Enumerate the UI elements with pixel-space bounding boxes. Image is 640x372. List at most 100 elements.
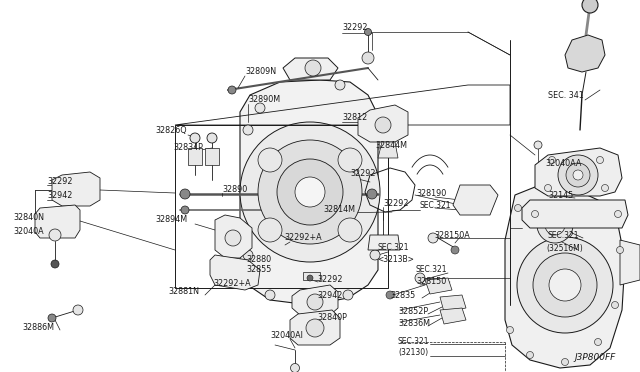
Text: 32840P: 32840P [317,314,347,323]
Circle shape [240,122,380,262]
Circle shape [258,140,362,244]
Circle shape [307,294,323,310]
Circle shape [517,237,613,333]
Circle shape [338,148,362,172]
Circle shape [582,0,598,13]
Circle shape [534,141,542,149]
Text: 32040AI: 32040AI [270,330,303,340]
Circle shape [375,117,391,133]
Text: 32942: 32942 [317,292,342,301]
Circle shape [611,301,618,308]
Circle shape [549,269,581,301]
Circle shape [305,60,321,76]
Text: SEC.321: SEC.321 [416,266,447,275]
Circle shape [291,363,300,372]
Circle shape [48,314,56,322]
Circle shape [207,133,217,143]
Polygon shape [292,285,338,315]
Polygon shape [52,172,100,206]
Text: SEC. 341: SEC. 341 [548,92,584,100]
Text: 32292+A: 32292+A [213,279,251,289]
Circle shape [51,260,59,268]
Text: 32292: 32292 [317,276,342,285]
Circle shape [365,29,371,35]
Text: 32292: 32292 [383,199,408,208]
Polygon shape [368,235,400,250]
Polygon shape [440,295,466,312]
Text: 32809N: 32809N [245,67,276,77]
Circle shape [367,189,377,199]
Text: 32292: 32292 [342,23,367,32]
Circle shape [537,207,573,243]
Text: 32040A: 32040A [13,227,44,235]
Circle shape [343,290,353,300]
Text: 328150: 328150 [416,276,446,285]
Text: 32890M: 32890M [248,96,280,105]
Circle shape [363,125,373,135]
Circle shape [181,206,189,214]
Text: 32880: 32880 [246,254,271,263]
Circle shape [595,339,602,346]
Circle shape [243,250,253,260]
Text: SEC.321: SEC.321 [420,201,451,209]
Text: 328150A: 328150A [434,231,470,240]
Polygon shape [290,310,340,345]
Circle shape [362,52,374,64]
Text: 32040AA: 32040AA [545,158,581,167]
Circle shape [386,291,394,299]
Polygon shape [425,278,452,294]
Text: 32840N: 32840N [13,214,44,222]
Polygon shape [205,148,219,165]
Text: (32516M): (32516M) [546,244,583,253]
Text: 32890: 32890 [222,185,247,193]
Polygon shape [303,272,320,280]
Circle shape [306,319,324,337]
Circle shape [545,185,552,192]
Polygon shape [620,240,640,285]
Text: <3213B>: <3213B> [377,254,414,263]
Circle shape [515,205,522,212]
Circle shape [541,186,548,193]
Circle shape [295,177,325,207]
Circle shape [73,305,83,315]
Text: 32292: 32292 [47,177,72,186]
Text: 32814M: 32814M [323,205,355,215]
Circle shape [265,290,275,300]
Circle shape [49,229,61,241]
Text: (32130): (32130) [398,349,428,357]
Polygon shape [453,185,498,215]
Circle shape [577,189,584,196]
Circle shape [277,159,343,225]
Text: 32852P: 32852P [398,307,428,315]
Circle shape [533,253,597,317]
Circle shape [258,218,282,242]
Text: SEC.321: SEC.321 [377,244,408,253]
Circle shape [255,103,265,113]
Circle shape [335,80,345,90]
Circle shape [338,218,362,242]
Polygon shape [210,255,260,290]
Circle shape [531,211,538,218]
Text: SEC.321: SEC.321 [548,231,579,241]
Circle shape [415,273,425,283]
Text: 32834P: 32834P [173,142,203,151]
Polygon shape [440,308,466,324]
Text: J3P800FF: J3P800FF [574,353,615,362]
Text: 32886M: 32886M [22,323,54,331]
Text: 32835: 32835 [390,292,415,301]
Circle shape [561,359,568,366]
Text: SEC.321: SEC.321 [398,337,429,346]
Polygon shape [240,80,378,305]
Polygon shape [215,215,252,258]
Circle shape [243,125,253,135]
Text: 32292: 32292 [350,169,376,177]
Circle shape [258,148,282,172]
Text: 32826Q: 32826Q [155,126,187,135]
Polygon shape [283,58,338,80]
Text: 32292+A: 32292+A [284,234,322,243]
Circle shape [596,157,604,164]
Text: 32844M: 32844M [375,141,407,150]
Circle shape [307,275,313,281]
Circle shape [506,327,513,334]
Polygon shape [358,105,408,142]
